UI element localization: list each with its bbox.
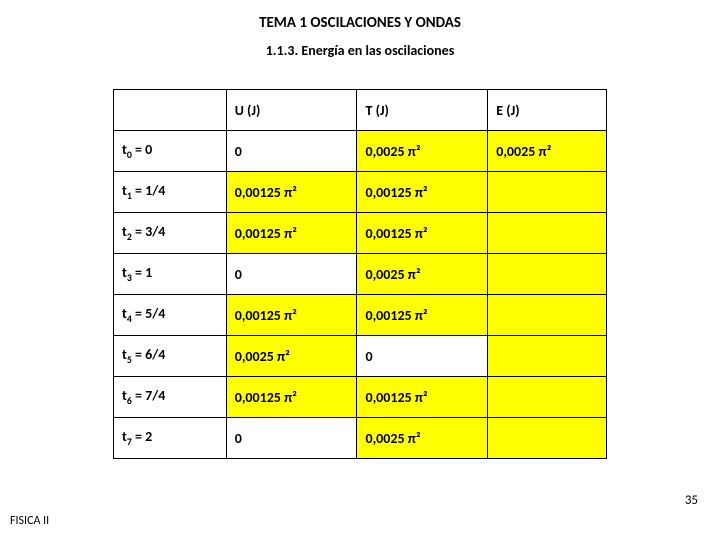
cell-e (488, 377, 607, 418)
col-header-e: E (J) (488, 90, 607, 131)
cell-time: t1 = 1/4 (114, 172, 227, 213)
cell-e (488, 418, 607, 459)
cell-e (488, 336, 607, 377)
table-header-row: U (J) T (J) E (J) (114, 90, 607, 131)
cell-time: t3 = 1 (114, 254, 227, 295)
cell-t: 0,00125 π² (357, 295, 488, 336)
cell-u: 0 (226, 131, 357, 172)
table-body: t0 = 000,0025 π²0,0025 π²t1 = 1/40,00125… (114, 131, 607, 459)
col-header-u: U (J) (226, 90, 357, 131)
cell-u: 0,0025 π² (226, 336, 357, 377)
cell-t: 0 (357, 336, 488, 377)
cell-u: 0 (226, 418, 357, 459)
cell-time: t0 = 0 (114, 131, 227, 172)
cell-u: 0 (226, 254, 357, 295)
cell-e (488, 295, 607, 336)
page-title: TEMA 1 OSCILACIONES Y ONDAS (0, 0, 720, 32)
table-row: t6 = 7/40,00125 π²0,00125 π² (114, 377, 607, 418)
table-row: t3 = 100,0025 π² (114, 254, 607, 295)
cell-u: 0,00125 π² (226, 377, 357, 418)
cell-t: 0,00125 π² (357, 213, 488, 254)
table-row: t2 = 3/40,00125 π²0,00125 π² (114, 213, 607, 254)
cell-e (488, 254, 607, 295)
cell-t: 0,0025 π² (357, 254, 488, 295)
cell-t: 0,0025 π² (357, 131, 488, 172)
cell-t: 0,0025 π² (357, 418, 488, 459)
energy-table: U (J) T (J) E (J) t0 = 000,0025 π²0,0025… (113, 89, 607, 459)
col-header-t: T (J) (357, 90, 488, 131)
cell-t: 0,00125 π² (357, 172, 488, 213)
cell-time: t2 = 3/4 (114, 213, 227, 254)
section-subtitle: 1.1.3. Energía en las oscilaciones (0, 32, 720, 59)
cell-e (488, 213, 607, 254)
cell-t: 0,00125 π² (357, 377, 488, 418)
energy-table-container: U (J) T (J) E (J) t0 = 000,0025 π²0,0025… (113, 89, 607, 459)
table-row: t5 = 6/40,0025 π²0 (114, 336, 607, 377)
footer-course-label: FISICA II (10, 514, 49, 528)
col-header-time (114, 90, 227, 131)
cell-u: 0,00125 π² (226, 295, 357, 336)
table-row: t1 = 1/40,00125 π²0,00125 π² (114, 172, 607, 213)
cell-e (488, 172, 607, 213)
cell-time: t7 = 2 (114, 418, 227, 459)
page-number: 35 (685, 493, 698, 508)
cell-time: t4 = 5/4 (114, 295, 227, 336)
cell-u: 0,00125 π² (226, 172, 357, 213)
cell-time: t5 = 6/4 (114, 336, 227, 377)
cell-u: 0,00125 π² (226, 213, 357, 254)
table-row: t0 = 000,0025 π²0,0025 π² (114, 131, 607, 172)
table-row: t7 = 200,0025 π² (114, 418, 607, 459)
table-row: t4 = 5/40,00125 π²0,00125 π² (114, 295, 607, 336)
cell-time: t6 = 7/4 (114, 377, 227, 418)
cell-e: 0,0025 π² (488, 131, 607, 172)
